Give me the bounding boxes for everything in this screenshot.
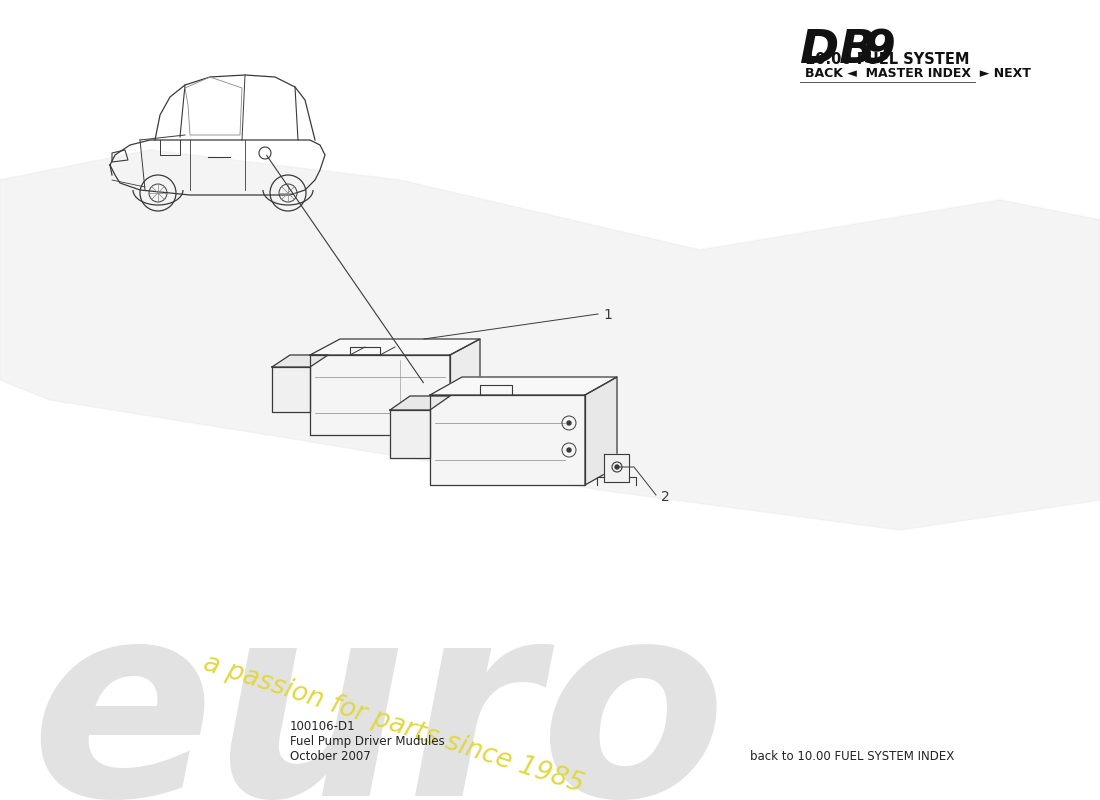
Text: 100106-D1: 100106-D1 xyxy=(290,720,355,733)
Polygon shape xyxy=(310,355,450,435)
Polygon shape xyxy=(390,396,450,410)
Polygon shape xyxy=(430,377,617,395)
Text: back to 10.00 FUEL SYSTEM INDEX: back to 10.00 FUEL SYSTEM INDEX xyxy=(750,750,955,763)
Polygon shape xyxy=(604,454,629,482)
Text: 10.00 FUEL SYSTEM: 10.00 FUEL SYSTEM xyxy=(805,52,969,67)
Polygon shape xyxy=(310,339,480,355)
Circle shape xyxy=(566,421,571,425)
Text: a passion for parts since 1985: a passion for parts since 1985 xyxy=(200,650,587,798)
Polygon shape xyxy=(585,377,617,485)
Text: BACK ◄  MASTER INDEX  ► NEXT: BACK ◄ MASTER INDEX ► NEXT xyxy=(805,67,1031,80)
Text: Fuel Pump Driver Mudules: Fuel Pump Driver Mudules xyxy=(290,735,444,748)
Circle shape xyxy=(615,465,619,469)
Text: 2: 2 xyxy=(661,490,670,504)
Polygon shape xyxy=(272,367,310,412)
Polygon shape xyxy=(430,395,585,485)
Text: 1: 1 xyxy=(603,308,612,322)
Text: euro: euro xyxy=(30,590,726,800)
Polygon shape xyxy=(390,410,430,458)
Text: 9: 9 xyxy=(862,28,895,73)
Polygon shape xyxy=(272,355,328,367)
Polygon shape xyxy=(0,150,1100,530)
Text: spares: spares xyxy=(0,760,957,800)
Circle shape xyxy=(566,448,571,452)
Text: October 2007: October 2007 xyxy=(290,750,371,763)
Text: DB: DB xyxy=(800,28,876,73)
Polygon shape xyxy=(450,339,480,435)
